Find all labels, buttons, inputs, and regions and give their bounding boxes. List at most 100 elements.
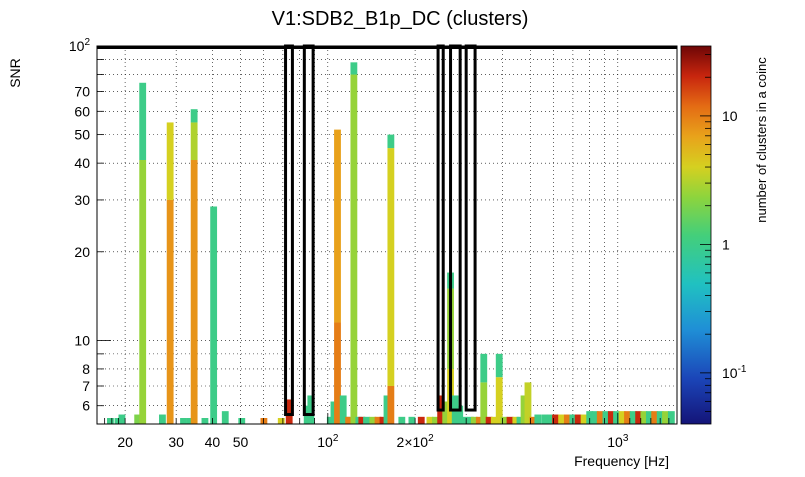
heatmap-cell	[166, 122, 174, 200]
heatmap-cell	[221, 411, 229, 424]
heatmap-cell	[662, 411, 669, 424]
heatmap-cell	[613, 411, 620, 424]
cluster-outline	[284, 44, 294, 417]
heatmap-cell	[186, 418, 194, 424]
heatmap-cell	[667, 411, 675, 424]
heatmap-cell	[210, 206, 218, 424]
heatmap-cells	[107, 62, 675, 425]
x-tick-label: 103	[607, 433, 629, 450]
cluster-outline	[302, 44, 315, 417]
y-tick-label: 8	[82, 361, 90, 377]
heatmap-cell	[586, 411, 594, 424]
heatmap-cell	[190, 109, 198, 123]
cluster-outline	[464, 44, 477, 412]
heatmap-cell	[166, 199, 174, 424]
heatmap-cell	[456, 405, 464, 424]
heatmap-cell	[277, 418, 285, 424]
heatmap-cell	[201, 418, 209, 424]
heatmap-cell	[546, 414, 554, 424]
heatmap-cell	[552, 414, 559, 424]
heatmap-cell	[580, 414, 588, 424]
heatmap-cell	[350, 62, 358, 75]
heatmap-cell	[574, 414, 582, 424]
heatmap-cell	[602, 411, 610, 424]
heatmap-cell	[607, 411, 615, 424]
heatmap-cell	[520, 395, 528, 424]
heatmap-cell	[398, 416, 406, 424]
heatmap-cell	[260, 418, 268, 424]
heatmap-cell	[408, 416, 416, 424]
heatmap-cell	[134, 414, 142, 424]
heatmap-cell	[374, 416, 382, 424]
cluster-outline	[449, 44, 462, 412]
heatmap-cell	[470, 416, 478, 424]
heatmap-cell	[358, 416, 366, 424]
x-tick-label: 20	[117, 434, 133, 450]
heatmap-cell	[363, 416, 370, 424]
heatmap-cell	[387, 386, 395, 424]
heatmap-cell	[238, 418, 246, 424]
y-tick-label: 10	[74, 332, 90, 348]
heatmap-cell	[516, 416, 524, 424]
heatmap-cell	[334, 129, 341, 323]
heatmap-cell	[524, 382, 532, 424]
heatmap-cell	[387, 134, 395, 149]
x-tick-label: 50	[233, 434, 249, 450]
cluster-outline	[436, 44, 445, 412]
heatmap-cell	[426, 416, 434, 424]
heatmap-cell	[107, 418, 114, 424]
heatmap-cell	[190, 122, 198, 160]
heatmap-cell	[326, 416, 334, 424]
heatmap-cell	[495, 377, 503, 424]
x-tick-label: 40	[205, 434, 221, 450]
color-scale-label: number of clusters in a coinc	[754, 57, 769, 223]
y-tick-label: 50	[74, 127, 90, 143]
heatmap-cell	[118, 414, 126, 424]
heatmap-cell	[345, 416, 353, 424]
heatmap-cell	[506, 416, 514, 424]
heatmap-cell	[534, 414, 542, 424]
y-tick-label: 102	[69, 37, 91, 54]
x-axis-label: Frequency [Hz]	[574, 453, 669, 469]
heatmap-cell	[339, 395, 347, 424]
heatmap-cell	[529, 416, 537, 424]
heatmap-cell	[541, 414, 549, 424]
y-tick-label: 6	[82, 398, 90, 414]
heatmap-cell	[432, 416, 439, 424]
heatmap-cell	[387, 148, 395, 386]
heatmap-cell	[485, 416, 493, 424]
y-tick-label: 20	[74, 244, 90, 260]
heatmap-cell	[618, 411, 626, 424]
heatmap-cell	[656, 411, 664, 424]
z-tick-label: 10	[722, 108, 738, 124]
heatmap-cell	[334, 322, 341, 424]
y-axis-label: SNR	[7, 58, 23, 88]
heatmap-cell	[180, 418, 187, 424]
plot-frame	[96, 45, 678, 425]
heatmap-cell	[383, 395, 391, 424]
heatmap-cell	[640, 411, 648, 424]
y-ticks: 6 78 10 20 30 40 50 60 70 102	[69, 37, 111, 414]
heatmap-cell	[460, 416, 468, 424]
heatmap-cell	[495, 353, 503, 378]
heatmap-cell	[475, 416, 483, 424]
heatmap-cell	[139, 159, 147, 425]
heatmap-cell	[350, 74, 358, 424]
y-tick-label: 60	[74, 103, 90, 119]
heatmap-cell	[159, 414, 166, 424]
y-tick-label: 40	[74, 155, 90, 171]
z-tick-label: 1	[722, 236, 730, 252]
heatmap-cell	[369, 416, 377, 424]
heatmap-cell	[480, 353, 488, 383]
heatmap-cell	[417, 416, 425, 424]
heatmap-cell	[563, 414, 571, 424]
x-tick-label: 102	[317, 433, 339, 450]
y-tick-label: 30	[74, 192, 90, 208]
heatmap-cell	[379, 416, 387, 424]
heatmap-cell	[330, 401, 338, 424]
heatmap-cell	[490, 416, 498, 424]
heatmap-cell	[442, 401, 450, 424]
x-tick-label: 30	[168, 434, 184, 450]
heatmap-cell	[624, 411, 631, 424]
heatmap-cell	[558, 414, 566, 424]
